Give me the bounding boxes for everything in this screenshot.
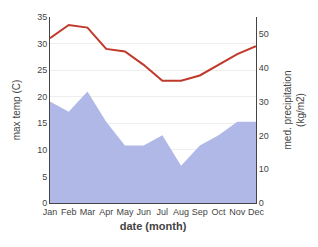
svg-text:Dec: Dec bbox=[248, 207, 265, 217]
svg-text:5: 5 bbox=[42, 172, 47, 182]
svg-text:date (month): date (month) bbox=[120, 220, 187, 232]
svg-text:May: May bbox=[116, 207, 134, 217]
svg-text:Jul: Jul bbox=[157, 207, 169, 217]
svg-text:25: 25 bbox=[37, 65, 47, 75]
svg-text:10: 10 bbox=[259, 164, 269, 174]
svg-text:20: 20 bbox=[259, 131, 269, 141]
svg-text:Sep: Sep bbox=[192, 207, 208, 217]
svg-text:35: 35 bbox=[37, 12, 47, 22]
svg-text:15: 15 bbox=[37, 118, 47, 128]
svg-text:50: 50 bbox=[259, 29, 269, 39]
svg-text:Jan: Jan bbox=[43, 207, 58, 217]
svg-text:0: 0 bbox=[42, 198, 47, 208]
svg-text:Mar: Mar bbox=[80, 207, 96, 217]
svg-text:Feb: Feb bbox=[61, 207, 77, 217]
svg-text:40: 40 bbox=[259, 63, 269, 73]
svg-text:0: 0 bbox=[259, 198, 264, 208]
svg-text:Oct: Oct bbox=[212, 207, 227, 217]
svg-text:10: 10 bbox=[37, 145, 47, 155]
svg-text:20: 20 bbox=[37, 92, 47, 102]
svg-text:30: 30 bbox=[37, 39, 47, 49]
svg-text:max temp (C): max temp (C) bbox=[11, 80, 22, 141]
svg-text:Aug: Aug bbox=[173, 207, 189, 217]
svg-text:Jun: Jun bbox=[136, 207, 151, 217]
svg-text:med. precipitation(kg/m2): med. precipitation(kg/m2) bbox=[282, 71, 306, 150]
svg-text:Nov: Nov bbox=[229, 207, 246, 217]
svg-text:30: 30 bbox=[259, 97, 269, 107]
svg-text:Apr: Apr bbox=[99, 207, 113, 217]
